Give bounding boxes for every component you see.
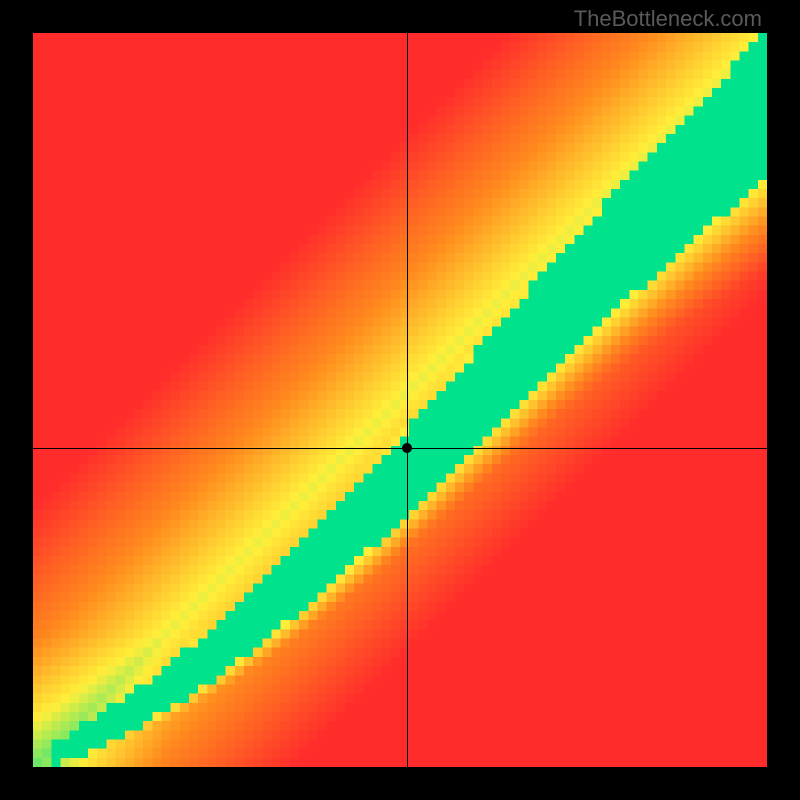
crosshair-vertical [407,33,408,767]
watermark-text: TheBottleneck.com [574,6,762,32]
crosshair-horizontal [33,448,767,449]
plot-area [33,33,767,767]
heatmap-canvas [33,33,767,767]
marker-dot [402,443,412,453]
